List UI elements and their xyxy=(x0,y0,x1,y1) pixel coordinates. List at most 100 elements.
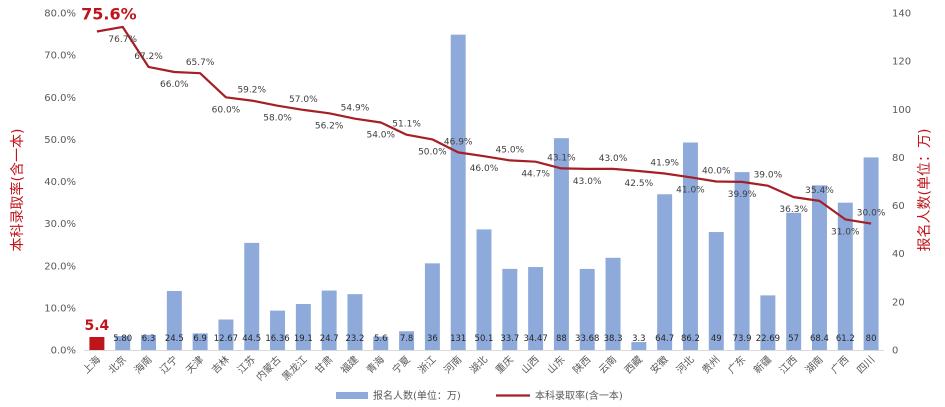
legend-bar-swatch xyxy=(336,392,368,399)
bar xyxy=(786,212,802,350)
left-tick-label: 10.0% xyxy=(44,303,76,314)
bar-data-label: 80 xyxy=(866,334,877,344)
line-data-label: 30.0% xyxy=(857,209,886,219)
category-label: 西藏 xyxy=(622,354,645,377)
category-label: 贵州 xyxy=(699,353,722,376)
bar xyxy=(295,304,311,350)
bar-data-label: 68.4 xyxy=(810,334,829,344)
bar xyxy=(812,185,827,350)
line-data-label: 59.2% xyxy=(237,86,266,96)
category-label: 上海 xyxy=(80,353,103,376)
category-label: 陕西 xyxy=(570,353,593,376)
category-label: 山东 xyxy=(544,353,567,376)
legend: 报名人数(单位：万) 本科录取率(含一本) xyxy=(336,389,623,402)
line-data-label: 65.7% xyxy=(186,58,215,68)
line-data-label: 46.9% xyxy=(444,137,473,147)
bar-data-label: 86.2 xyxy=(681,334,700,344)
line-data-label: 51.1% xyxy=(392,120,421,130)
bar xyxy=(321,290,337,350)
bar xyxy=(528,267,544,350)
bar xyxy=(450,34,466,351)
bar xyxy=(166,291,182,350)
bar xyxy=(502,268,518,350)
bar xyxy=(476,229,492,350)
bar-data-label: 44.5 xyxy=(242,334,261,344)
bar xyxy=(270,310,286,350)
bar-data-label: 33.7 xyxy=(500,334,519,344)
bar xyxy=(708,232,724,350)
bar-data-label: 49 xyxy=(711,334,722,344)
line-data-label: 44.7% xyxy=(521,170,550,180)
bar-data-label: 88 xyxy=(556,334,567,344)
line-data-label: 43.0% xyxy=(599,154,628,164)
bar-data-label: 19.1 xyxy=(294,334,313,344)
bar xyxy=(579,268,595,350)
line-data-label: 39.0% xyxy=(754,171,783,181)
category-label: 安徽 xyxy=(647,353,670,376)
left-tick-label: 60.0% xyxy=(44,93,76,104)
left-tick-label: 0.0% xyxy=(51,346,76,357)
bar xyxy=(115,336,131,350)
line-data-label: 56.2% xyxy=(315,121,344,131)
bar-data-label: 34.47 xyxy=(523,334,547,344)
category-label: 重庆 xyxy=(493,353,516,376)
line-data-label: 40.0% xyxy=(702,167,731,177)
line-data-label: 35.4% xyxy=(805,186,834,196)
bar xyxy=(553,138,569,350)
line-data-label: 43.1% xyxy=(547,153,576,163)
category-label: 广东 xyxy=(725,353,748,376)
bar xyxy=(837,202,853,350)
bar xyxy=(682,142,698,350)
category-label: 山西 xyxy=(519,354,542,377)
line-data-label: 43.0% xyxy=(573,177,602,187)
bar-data-label: 73.9 xyxy=(733,334,752,344)
category-label: 宁夏 xyxy=(389,353,412,376)
bar-data-label: 64.7 xyxy=(655,334,674,344)
category-label: 广西 xyxy=(829,354,852,377)
right-tick-label: 80 xyxy=(892,153,905,164)
bar-data-label: 5.6 xyxy=(374,334,388,344)
left-tick-label: 20.0% xyxy=(44,261,76,272)
line-data-label: 45.0% xyxy=(496,145,525,155)
bar-data-label: 7.8 xyxy=(400,334,414,344)
bar-data-label: 22.69 xyxy=(756,334,780,344)
bar xyxy=(192,333,208,350)
line-data-label: 67.2% xyxy=(134,52,163,62)
line-data-label: 36.3% xyxy=(779,205,808,215)
bar-data-label: 12.67 xyxy=(214,334,238,344)
line-data-label: 31.0% xyxy=(831,227,860,237)
bar xyxy=(218,319,234,350)
right-tick-label: 100 xyxy=(892,105,911,116)
line-labels-group: 75.6% 76.7% 67.2% 66.0% 65.7% 60.0% 59.2% 58.0%… xyxy=(81,5,886,238)
bar xyxy=(605,257,621,350)
line-series xyxy=(96,25,872,225)
bar-data-label: 6.3 xyxy=(142,334,156,344)
bar-data-label: 50.1 xyxy=(475,334,494,344)
left-tick-label: 80.0% xyxy=(44,9,76,20)
category-label: 内蒙古 xyxy=(253,353,283,383)
bar xyxy=(734,172,750,350)
right-tick-label: 120 xyxy=(892,57,911,68)
bar-data-label: 36 xyxy=(427,334,438,344)
category-label: 甘肃 xyxy=(312,353,335,376)
bar xyxy=(631,342,647,350)
left-axis: 0.0% 10.0% 20.0% 30.0% 40.0% 50.0% 60.0% 70.0% 8… xyxy=(44,9,76,357)
line-data-label: 75.6% xyxy=(81,5,137,24)
right-axis-title: 报名人数(单位：万) xyxy=(917,129,933,252)
bar xyxy=(244,242,260,350)
category-label: 河南 xyxy=(441,353,464,376)
bar xyxy=(399,331,415,350)
left-tick-label: 70.0% xyxy=(44,51,76,62)
bar xyxy=(424,263,440,350)
line-data-label: 54.9% xyxy=(341,104,370,114)
bar xyxy=(760,295,776,350)
bar-data-label: 16.36 xyxy=(265,334,289,344)
line-data-label: 50.0% xyxy=(418,147,447,157)
bar xyxy=(863,157,879,350)
line-data-label: 58.0% xyxy=(263,114,292,124)
line-data-label: 57.0% xyxy=(289,95,318,105)
bar-data-label: 61.2 xyxy=(836,334,855,344)
